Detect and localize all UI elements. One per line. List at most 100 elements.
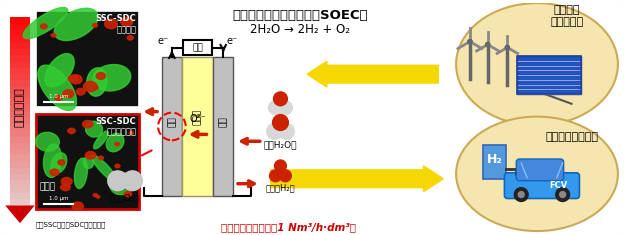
Ellipse shape: [70, 75, 82, 84]
FancyBboxPatch shape: [516, 159, 564, 181]
Ellipse shape: [50, 169, 59, 176]
Ellipse shape: [68, 128, 75, 133]
Ellipse shape: [82, 120, 93, 128]
Circle shape: [274, 92, 288, 106]
Circle shape: [279, 170, 291, 182]
Polygon shape: [5, 205, 35, 223]
Circle shape: [518, 192, 524, 197]
Ellipse shape: [124, 192, 132, 197]
Circle shape: [108, 171, 127, 191]
Ellipse shape: [93, 65, 131, 91]
Ellipse shape: [94, 86, 98, 89]
Ellipse shape: [51, 34, 56, 37]
Circle shape: [485, 43, 490, 47]
Ellipse shape: [36, 132, 59, 151]
Circle shape: [514, 188, 528, 201]
FancyBboxPatch shape: [183, 40, 212, 55]
Text: SSC-SDC
複合材料: SSC-SDC 複合材料: [95, 14, 136, 34]
Ellipse shape: [68, 75, 78, 82]
Bar: [10, 79, 30, 87]
Text: e⁻: e⁻: [226, 35, 237, 46]
Text: 再生可能
エネルギー: 再生可能 エネルギー: [550, 5, 583, 27]
Bar: [10, 198, 30, 205]
Bar: [10, 98, 30, 106]
Ellipse shape: [55, 95, 62, 101]
Ellipse shape: [43, 144, 62, 177]
Bar: [10, 148, 30, 155]
Ellipse shape: [85, 152, 96, 159]
Text: FCV: FCV: [550, 181, 568, 190]
Bar: [10, 186, 30, 193]
Bar: [517, 56, 582, 94]
Ellipse shape: [118, 177, 127, 184]
Text: 水素を大量に製造（1 Nm³/h·dm³）: 水素を大量に製造（1 Nm³/h·dm³）: [221, 222, 356, 232]
Bar: [10, 104, 30, 112]
Ellipse shape: [127, 35, 133, 40]
Ellipse shape: [23, 8, 68, 39]
Circle shape: [278, 101, 292, 115]
Bar: [10, 17, 30, 24]
FancyArrow shape: [307, 61, 438, 87]
Text: H₂: H₂: [487, 153, 502, 165]
Ellipse shape: [76, 88, 85, 95]
Bar: [10, 136, 30, 143]
Bar: [517, 56, 582, 94]
Bar: [10, 23, 30, 30]
Bar: [10, 192, 30, 199]
Bar: [10, 161, 30, 168]
Bar: [162, 57, 181, 196]
Ellipse shape: [98, 156, 104, 160]
Text: 固体酸化物形電解セル（SOEC）: 固体酸化物形電解セル（SOEC）: [232, 9, 368, 22]
Text: 水素（H₂）: 水素（H₂）: [266, 184, 295, 193]
Bar: [10, 142, 30, 149]
Circle shape: [506, 46, 509, 50]
Text: 開発品: 開発品: [40, 183, 56, 192]
Ellipse shape: [83, 156, 94, 168]
Bar: [10, 36, 30, 43]
Text: 電解質: 電解質: [193, 109, 202, 125]
Ellipse shape: [74, 158, 87, 188]
Ellipse shape: [72, 202, 84, 210]
Ellipse shape: [96, 196, 100, 198]
Text: 2H₂O → 2H₂ + O₂: 2H₂O → 2H₂ + O₂: [250, 23, 350, 36]
Circle shape: [506, 46, 509, 50]
FancyBboxPatch shape: [504, 173, 580, 199]
Circle shape: [278, 124, 295, 139]
Circle shape: [468, 40, 472, 43]
Text: 水素ステーション: 水素ステーション: [545, 132, 598, 142]
Bar: [10, 48, 30, 55]
FancyArrow shape: [271, 166, 443, 192]
Bar: [181, 57, 214, 196]
Circle shape: [468, 40, 472, 43]
Bar: [483, 145, 506, 179]
Ellipse shape: [38, 65, 77, 110]
Bar: [10, 117, 30, 124]
Ellipse shape: [121, 17, 133, 26]
Circle shape: [485, 43, 490, 47]
Circle shape: [556, 188, 570, 201]
Bar: [10, 73, 30, 80]
Ellipse shape: [61, 177, 72, 185]
Bar: [10, 29, 30, 37]
Ellipse shape: [87, 68, 107, 96]
Text: 緑：SSC、赤：SDC、黒：気孔: 緑：SSC、赤：SDC、黒：気孔: [36, 221, 106, 228]
Bar: [10, 67, 30, 74]
Ellipse shape: [456, 117, 618, 231]
Ellipse shape: [54, 8, 98, 40]
Ellipse shape: [115, 142, 119, 146]
Bar: [10, 154, 30, 162]
Circle shape: [485, 43, 490, 47]
Ellipse shape: [61, 184, 70, 191]
Bar: [10, 61, 30, 68]
Text: SSC-SDC
ナノ複合材料: SSC-SDC ナノ複合材料: [95, 117, 136, 137]
Text: 1.0 μm: 1.0 μm: [49, 94, 68, 99]
Ellipse shape: [92, 24, 97, 27]
Text: 水（H₂O）: 水（H₂O）: [264, 140, 297, 149]
Text: 酸素（O₂）: 酸素（O₂）: [110, 194, 139, 203]
Ellipse shape: [84, 81, 97, 92]
Ellipse shape: [58, 160, 65, 165]
Text: 陰極: 陰極: [219, 116, 228, 127]
Circle shape: [468, 40, 472, 43]
Circle shape: [122, 171, 143, 191]
Bar: [10, 129, 30, 137]
